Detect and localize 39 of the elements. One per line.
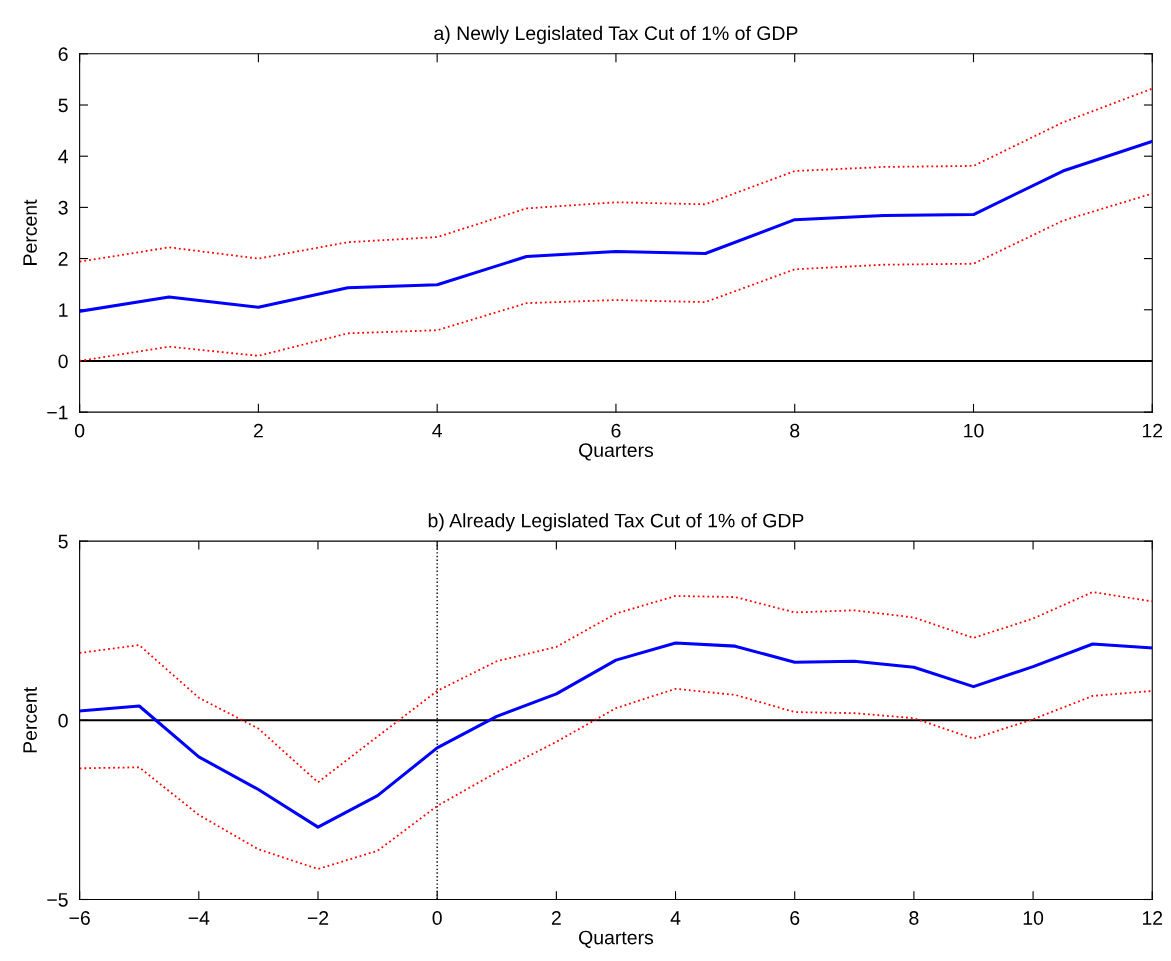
line-series bbox=[79, 687, 1153, 870]
x-axis-title: Quarters bbox=[579, 930, 654, 948]
line-series bbox=[79, 139, 1153, 313]
y-tick-label: 1 bbox=[59, 303, 68, 317]
x-tick-label: 12 bbox=[1142, 911, 1163, 925]
x-tick-label: 2 bbox=[253, 423, 263, 438]
y-tick-label: 3 bbox=[58, 200, 68, 215]
x-tick-label: 2 bbox=[551, 911, 561, 925]
y-tick-label: 0 bbox=[58, 713, 68, 728]
x-tick-label: 12 bbox=[1142, 423, 1163, 438]
x-axis-title: Quarters bbox=[579, 443, 654, 461]
y-tick-label: −1 bbox=[47, 405, 68, 420]
x-tick-label: 0 bbox=[432, 911, 442, 925]
x-tick-label: −2 bbox=[307, 911, 329, 925]
y-tick-label: 0 bbox=[58, 354, 68, 369]
x-tick-label: 6 bbox=[611, 423, 621, 438]
chart-title: b) Already Legislated Tax Cut of 1% of GDP bbox=[428, 513, 804, 532]
y-tick-label: 2 bbox=[58, 252, 68, 266]
x-tick-label: 4 bbox=[670, 911, 681, 925]
x-tick-label: 10 bbox=[1023, 911, 1044, 925]
y-tick-label: 5 bbox=[58, 98, 68, 113]
x-tick-label: 10 bbox=[964, 423, 984, 438]
y-tick-label: −5 bbox=[47, 893, 68, 907]
chart-title: a) Newly Legislated Tax Cut of 1% of GDP bbox=[434, 25, 798, 44]
y-tick-label: 5 bbox=[58, 534, 68, 549]
x-tick-label: 4 bbox=[432, 423, 443, 438]
x-tick-label: 8 bbox=[909, 911, 919, 925]
x-tick-label: 8 bbox=[790, 423, 800, 438]
x-tick-label: 0 bbox=[74, 423, 85, 438]
y-axis-title: Percent bbox=[23, 199, 37, 265]
line-series bbox=[79, 641, 1153, 829]
x-tick-label: −6 bbox=[69, 911, 90, 925]
line-series bbox=[79, 87, 1153, 263]
y-tick-label: 6 bbox=[58, 47, 68, 62]
x-tick-label: 6 bbox=[790, 911, 800, 925]
y-axis-title: Percent bbox=[23, 686, 37, 753]
x-tick-label: −4 bbox=[188, 911, 210, 925]
y-tick-label: 4 bbox=[58, 149, 68, 164]
line-series bbox=[79, 591, 1153, 784]
